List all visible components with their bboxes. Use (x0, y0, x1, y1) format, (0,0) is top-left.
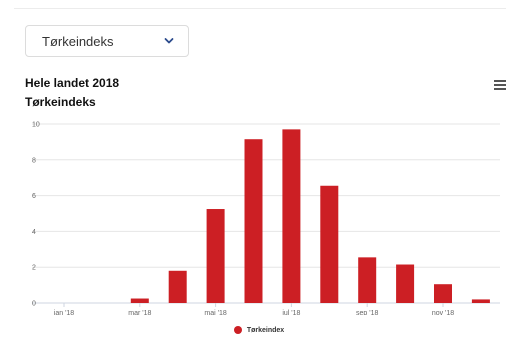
y-tick-label: 2 (32, 265, 36, 272)
x-tick-label: jul '18 (281, 310, 300, 315)
y-tick-label: 10 (32, 122, 40, 129)
y-tick-label: 0 (32, 301, 36, 308)
bar-2018-03-01 (130, 298, 149, 303)
chart-legend[interactable]: Tørkeindex (0, 326, 518, 334)
bar-2018-05-01 (206, 209, 225, 303)
bars-layer (130, 129, 490, 303)
chart-title: Hele landet 2018 (25, 76, 120, 90)
bar-2018-09-01 (358, 257, 377, 303)
x-tick-label: maj '18 (204, 310, 226, 315)
x-axis-ticks: jan '18 mar '18 maj '18 jul '18 sep '18 nov '… (53, 303, 454, 315)
indicator-dropdown[interactable]: Tørkeindeks (25, 25, 189, 57)
grid-layer (32, 123, 500, 304)
chevron-down-icon (164, 38, 174, 44)
bar-2018-11-01 (434, 284, 452, 303)
bar-2018-07-01 (282, 129, 301, 303)
y-axis-ticks: 0 2 4 6 8 10 (32, 122, 40, 308)
bar-2018-06-01 (244, 139, 263, 303)
y-tick-label: 4 (32, 229, 36, 236)
legend-marker (233, 326, 242, 334)
bar-2018-12-01 (471, 299, 490, 303)
legend-label: Tørkeindex (246, 326, 285, 334)
bar-2018-08-01 (320, 185, 339, 303)
x-tick-label: sep '18 (356, 310, 378, 315)
bar-2018-10-01 (396, 264, 415, 303)
bar-2018-04-01 (168, 270, 187, 303)
x-tick-label: mar '18 (128, 310, 151, 315)
y-tick-label: 6 (32, 193, 36, 200)
x-tick-label: jan '18 (53, 310, 75, 315)
bar-chart: 0 2 4 6 8 10 jan '18 mar '18 maj '18 jul '18 sep … (32, 122, 500, 315)
y-tick-label: 8 (32, 157, 36, 164)
chart-subtitle: Tørkeindeks (25, 95, 96, 109)
top-divider (14, 8, 506, 9)
hamburger-menu-icon[interactable] (494, 80, 506, 90)
dropdown-selected-value: Tørkeindeks (42, 33, 114, 49)
x-tick-label: nov '18 (432, 310, 454, 315)
